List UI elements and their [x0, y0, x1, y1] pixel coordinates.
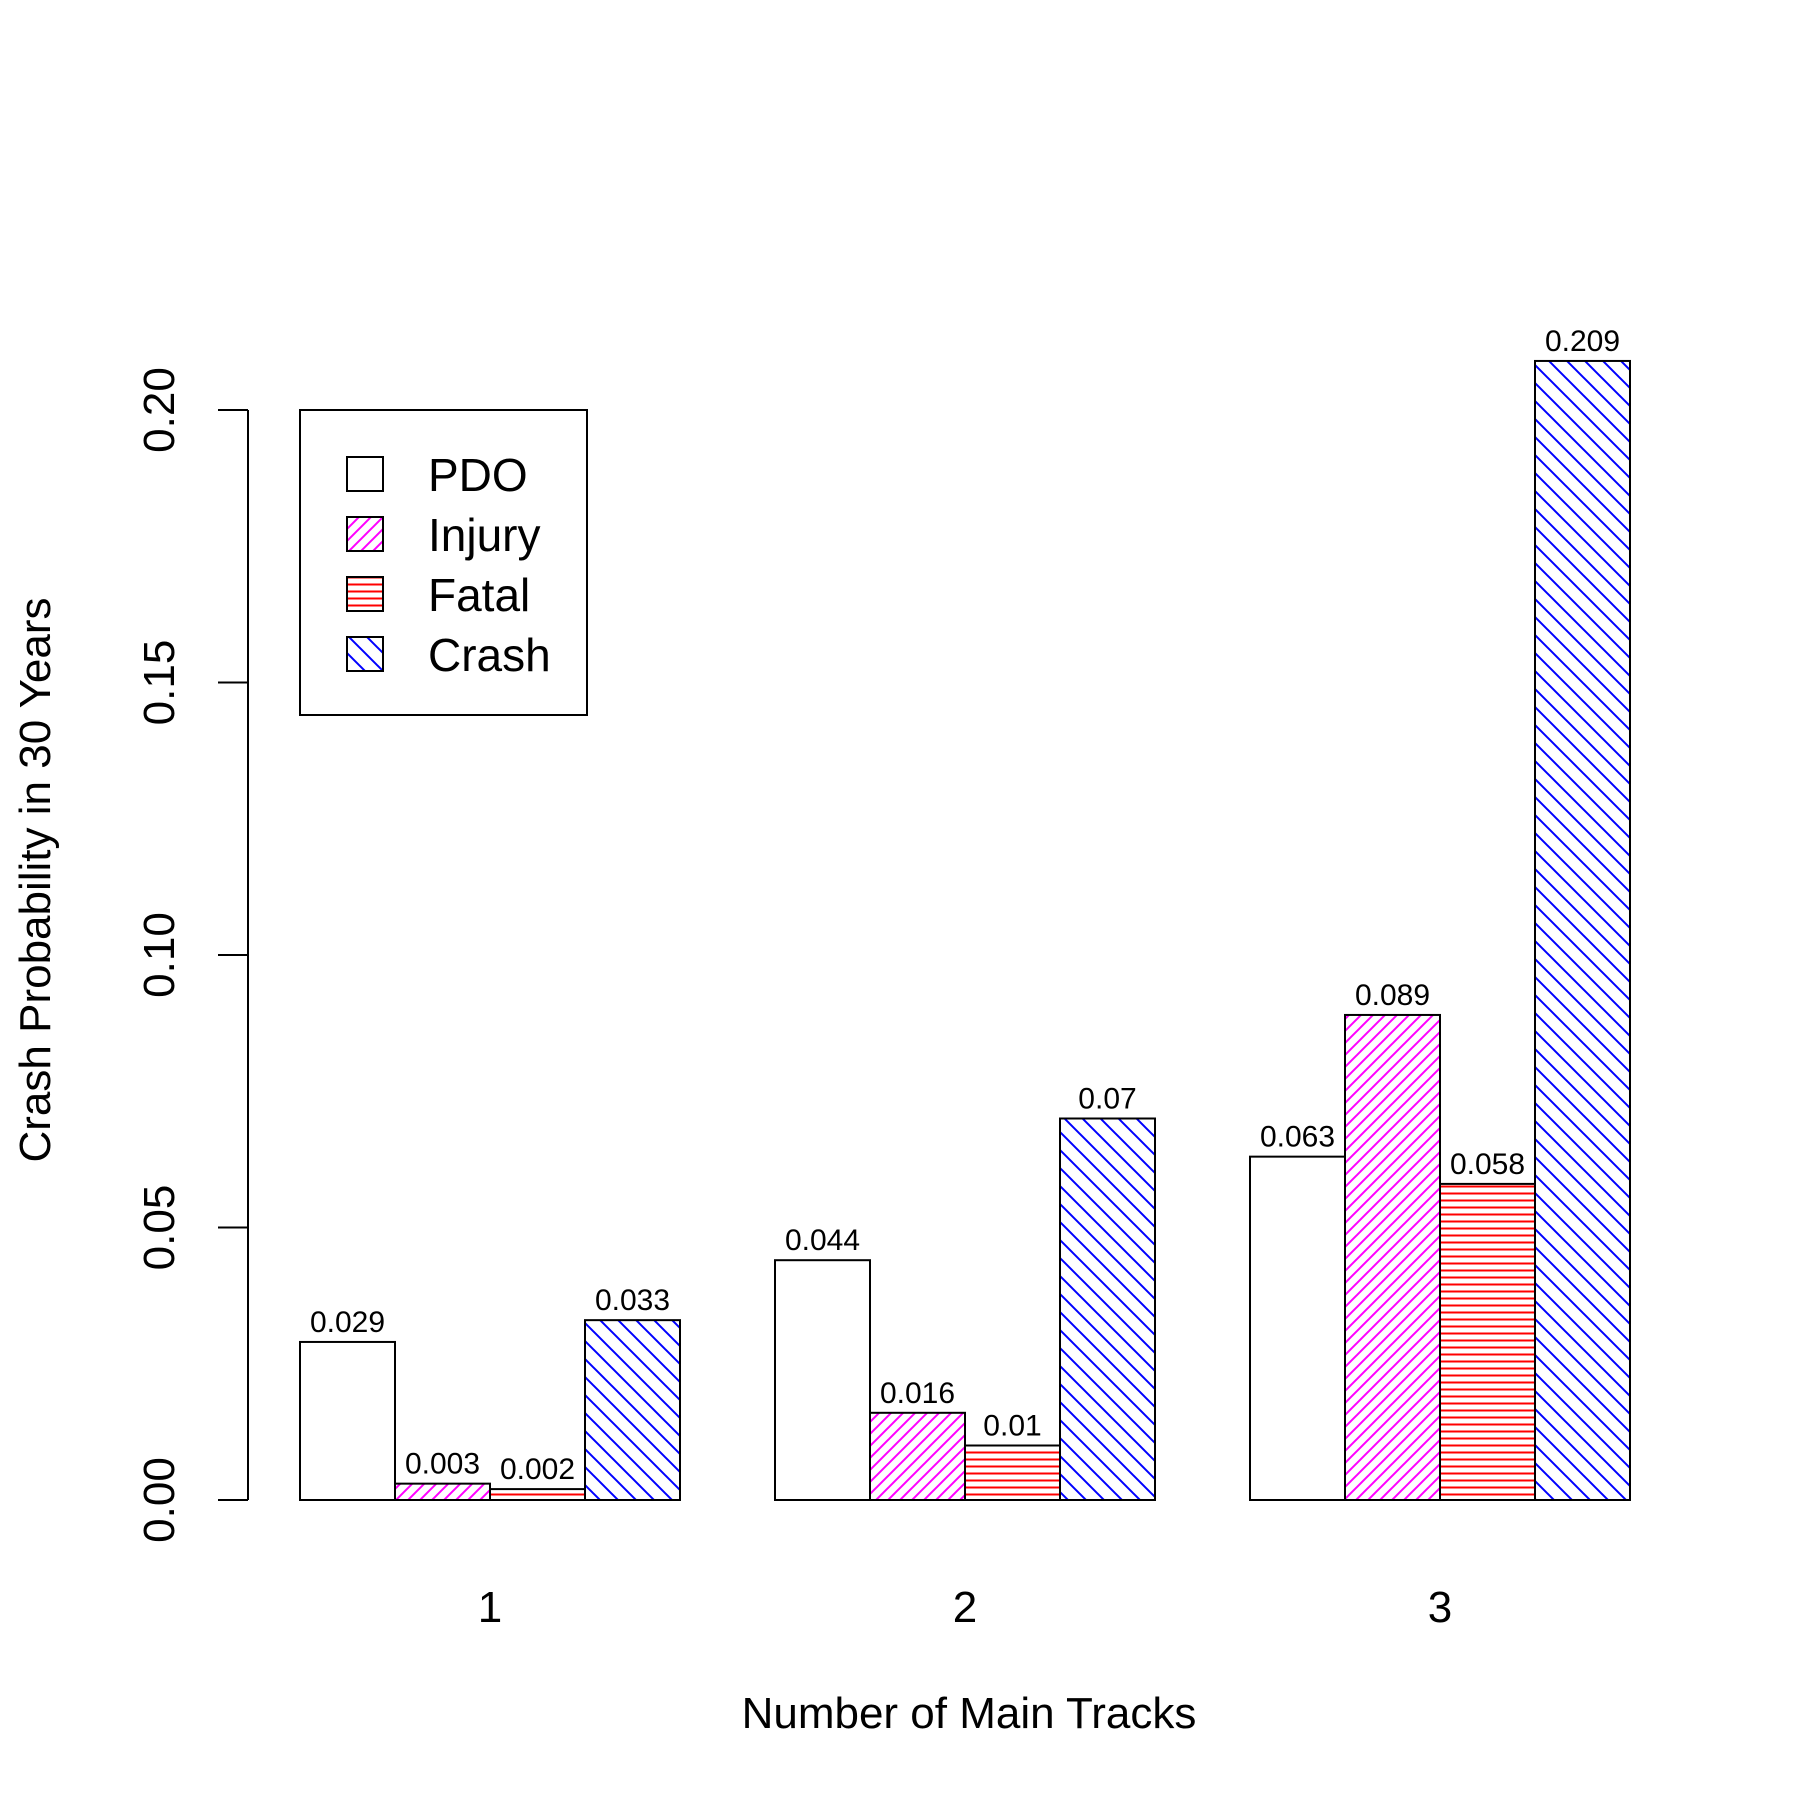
data-labels-layer: 0.029 0.003 0.002 0.033 0.044 0.016 0.01 0.07 0.…: [310, 325, 1620, 1486]
data-label-crash-3: 0.209: [1545, 325, 1620, 358]
bar-injury-2: [869, 1411, 966, 1502]
y-tick-label: 0.20: [135, 367, 184, 453]
legend: PDO Injury Fatal Crash: [299, 409, 588, 716]
data-label-pdo-1: 0.029: [310, 1306, 385, 1339]
bar-crash-3: [1534, 359, 1631, 1502]
data-label-pdo-3: 0.063: [1260, 1121, 1335, 1154]
x-category-label: 2: [953, 1583, 977, 1632]
data-label-crash-2: 0.07: [1078, 1083, 1136, 1116]
legend-swatch-injury: [346, 516, 384, 552]
bar-fatal-2: [964, 1444, 1061, 1501]
legend-label-injury: Injury: [428, 509, 540, 561]
bar-injury-3: [1344, 1013, 1441, 1501]
data-label-fatal-3: 0.058: [1450, 1148, 1525, 1181]
bar-fatal-1: [489, 1488, 586, 1501]
x-category-label: 1: [478, 1583, 502, 1632]
legend-swatch-crash: [346, 636, 384, 672]
y-tick-label: 0.00: [135, 1457, 184, 1543]
legend-label-crash: Crash: [428, 629, 551, 681]
bar-injury-1: [394, 1482, 491, 1502]
data-label-injury-1: 0.003: [405, 1448, 480, 1481]
bar-pdo-3: [1249, 1155, 1346, 1502]
data-label-injury-3: 0.089: [1355, 979, 1430, 1012]
data-label-crash-1: 0.033: [595, 1284, 670, 1317]
bars-layer: [299, 359, 1631, 1502]
bar-crash-1: [584, 1319, 681, 1502]
data-label-pdo-2: 0.044: [785, 1224, 860, 1257]
bar-crash-2: [1059, 1117, 1156, 1501]
data-label-fatal-1: 0.002: [500, 1453, 575, 1486]
data-label-fatal-2: 0.01: [983, 1410, 1041, 1443]
bar-fatal-3: [1439, 1182, 1536, 1502]
x-axis-categories: 1 2 3: [478, 1583, 1452, 1632]
y-axis-title: Crash Probability in 30 Years: [11, 598, 60, 1163]
y-axis: 0.00 0.05 0.10 0.15 0.20: [135, 367, 249, 1543]
bar-pdo-1: [299, 1340, 396, 1501]
bar-pdo-2: [774, 1259, 871, 1501]
x-axis-title: Number of Main Tracks: [742, 1689, 1197, 1738]
legend-swatch-fatal: [346, 576, 384, 612]
legend-label-pdo: PDO: [428, 449, 528, 501]
y-tick-label: 0.05: [135, 1185, 184, 1271]
data-label-injury-2: 0.016: [880, 1377, 955, 1410]
y-tick-label: 0.10: [135, 912, 184, 998]
x-category-label: 3: [1428, 1583, 1452, 1632]
y-tick-label: 0.15: [135, 640, 184, 726]
legend-label-fatal: Fatal: [428, 569, 530, 621]
legend-swatch-pdo: [346, 456, 384, 492]
